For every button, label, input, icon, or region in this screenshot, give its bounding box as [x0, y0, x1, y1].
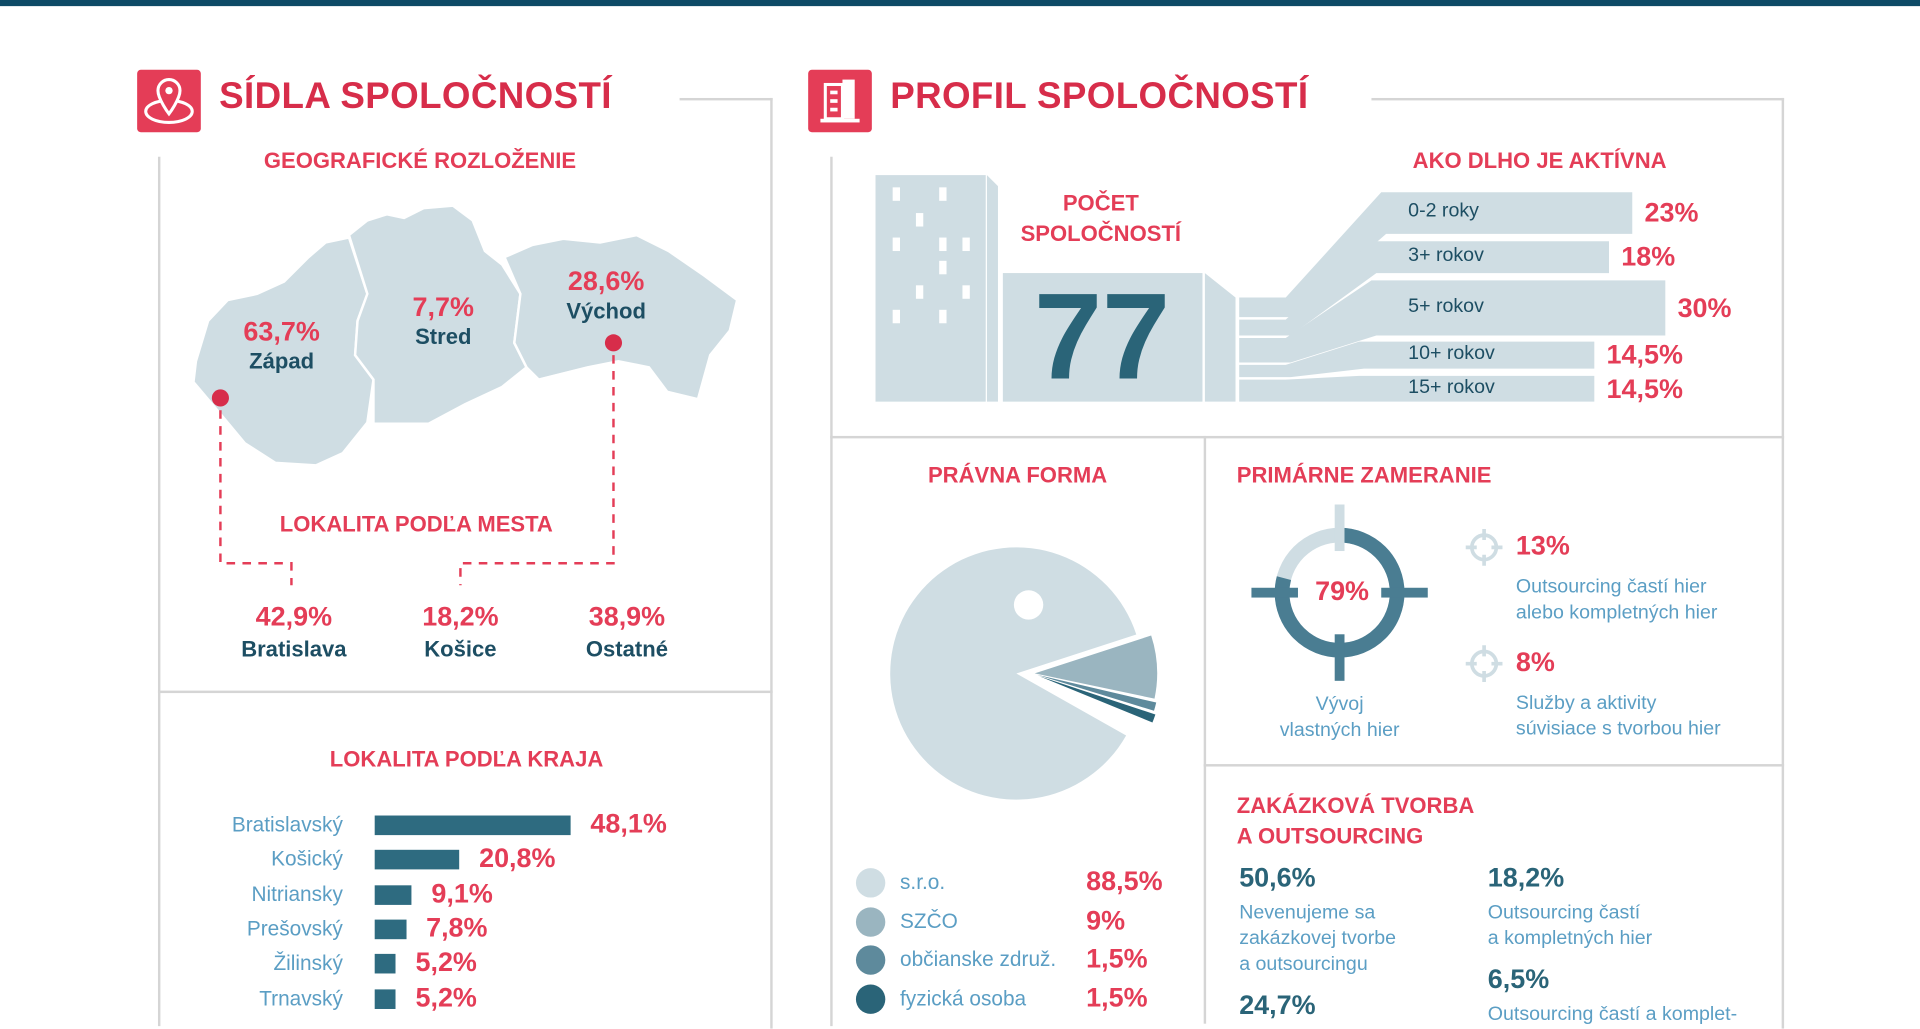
section-title-profil: PROFIL SPOLOČNOSTÍ	[890, 75, 1309, 117]
region-stred: 7,7% Stred	[412, 291, 474, 349]
kraj-bar	[374, 988, 396, 1009]
map-pin-icon	[137, 69, 201, 133]
kraj-value: 20,8%	[479, 842, 556, 874]
connector-kosice	[459, 355, 615, 586]
custom-pct: 18,2%	[1487, 862, 1565, 893]
legend-value: 1,5%	[1086, 943, 1148, 974]
age-pct: 14,5%	[1606, 339, 1683, 370]
city-kosice: 18,2% Košice	[422, 601, 499, 662]
kosice-marker	[604, 334, 623, 352]
custom-pct: 50,6%	[1239, 862, 1316, 893]
age-ribbon	[1239, 241, 1609, 336]
kraj-label: Trnavský	[259, 986, 343, 1010]
kraj-label: Žilinský	[273, 951, 343, 975]
pie-eye	[1013, 590, 1044, 620]
city-title: LOKALITA PODĽA MESTA	[279, 511, 553, 537]
top-bar	[0, 0, 1920, 7]
legend-label: občianske združ.	[900, 948, 1057, 972]
kraj-label: Košický	[271, 847, 343, 871]
pie-slice-sro	[890, 547, 1137, 800]
kraj-value: 5,2%	[415, 946, 477, 978]
age-ribbon	[1239, 375, 1595, 402]
age-label: 10+ rokov	[1408, 342, 1495, 364]
custom-desc: a kompletných hier	[1487, 928, 1653, 949]
pie-slice	[1034, 635, 1158, 699]
count-label: POČET SPOLOČNOSTÍ	[1020, 191, 1182, 247]
kraj-bar	[374, 919, 407, 940]
city-ostatne: 38,9% Ostatné	[585, 601, 668, 662]
focus-line: Služby a aktivity	[1515, 693, 1657, 714]
kraj-bar	[374, 884, 412, 905]
kraj-bar	[374, 815, 571, 836]
kraj-title: LOKALITA PODĽA KRAJA	[329, 746, 604, 772]
count-building	[1002, 273, 1203, 402]
kraj-value: 7,8%	[426, 912, 488, 943]
focus-line: alebo kompletných hier	[1515, 602, 1718, 624]
custom-desc: zakázkovej tvorbe	[1239, 928, 1397, 949]
custom-desc: Nevenujeme sa	[1239, 902, 1376, 924]
crosshair-icon	[1465, 644, 1504, 683]
pie-slice	[1039, 676, 1156, 723]
age-label: 0-2 roky	[1408, 200, 1479, 222]
kraj-label: Bratislavský	[231, 813, 343, 837]
custom-title: ZAKÁZKOVÁ TVORBA A OUTSOURCING	[1236, 793, 1475, 849]
section-title-sidla: SÍDLA SPOLOČNOSTÍ	[219, 75, 612, 117]
age-label: 3+ rokov	[1408, 244, 1484, 266]
custom-pct: 24,7%	[1239, 989, 1316, 1021]
kraj-value: 48,1%	[590, 808, 667, 839]
age-ribbon	[1239, 341, 1595, 378]
region-vychod: 28,6% Východ	[566, 265, 646, 324]
age-label: 15+ rokov	[1408, 376, 1495, 398]
city-bratislava: 42,9% Bratislava	[241, 601, 347, 662]
legend-label: SZČO	[900, 909, 958, 933]
region-zapad: 63,7% Západ	[243, 315, 320, 374]
bratislava-marker	[211, 389, 229, 407]
building-icon	[808, 69, 872, 133]
age-pct: 14,5%	[1606, 372, 1683, 404]
focus-pct: 13%	[1515, 530, 1570, 561]
focus-pct: 8%	[1515, 646, 1555, 678]
custom-desc: Outsourcing častí	[1487, 902, 1641, 924]
legend-value: 1,5%	[1086, 982, 1148, 1013]
age-label: 5+ rokov	[1408, 295, 1484, 317]
focus-line: Outsourcing častí hier	[1515, 576, 1707, 598]
legal-title: PRÁVNA FORMA	[927, 462, 1108, 488]
age-title: AKO DLHO JE AKTÍVNA	[1412, 148, 1667, 173]
age-pct: 30%	[1677, 292, 1732, 323]
map-region-vychod	[502, 233, 739, 401]
legend-swatch	[855, 906, 886, 937]
legend-value: 88,5%	[1086, 865, 1163, 897]
focus-main-pct: 79%	[1315, 575, 1370, 607]
legend-label: fyzická osoba	[900, 987, 1027, 1011]
custom-pct: 6,5%	[1487, 963, 1550, 995]
legend-swatch	[855, 984, 886, 1015]
custom-desc: Outsourcing častí a komplet-	[1487, 1004, 1738, 1025]
kraj-value: 9,1%	[431, 877, 493, 909]
focus-main-desc: Vývoj vlastných hier	[1279, 694, 1400, 741]
geo-title: GEOGRAFICKÉ ROZLOŽENIE	[263, 148, 577, 173]
kraj-value: 5,2%	[415, 981, 477, 1013]
age-pct: 23%	[1644, 197, 1699, 228]
legend-swatch	[855, 945, 886, 976]
age-ribbon	[1239, 192, 1633, 318]
kraj-label: Nitriansky	[251, 882, 343, 906]
focus-line: súvisiace s tvorbou hier	[1515, 718, 1721, 740]
pie-slice	[1036, 674, 1157, 711]
legend-swatch	[855, 868, 886, 898]
kraj-label: Prešovský	[246, 917, 343, 941]
crosshair-icon	[1465, 528, 1504, 567]
legend-value: 9%	[1086, 904, 1126, 936]
legend-label: s.r.o.	[900, 870, 946, 894]
focus-title: PRIMÁRNE ZAMERANIE	[1236, 462, 1492, 488]
kraj-bar	[374, 850, 460, 870]
age-ribbon	[1239, 280, 1666, 363]
target-79-icon	[1251, 504, 1428, 681]
company-count: 77	[1033, 268, 1171, 406]
custom-desc: a outsourcingu	[1239, 953, 1368, 975]
age-pct: 18%	[1621, 241, 1676, 272]
kraj-bar	[374, 954, 396, 974]
